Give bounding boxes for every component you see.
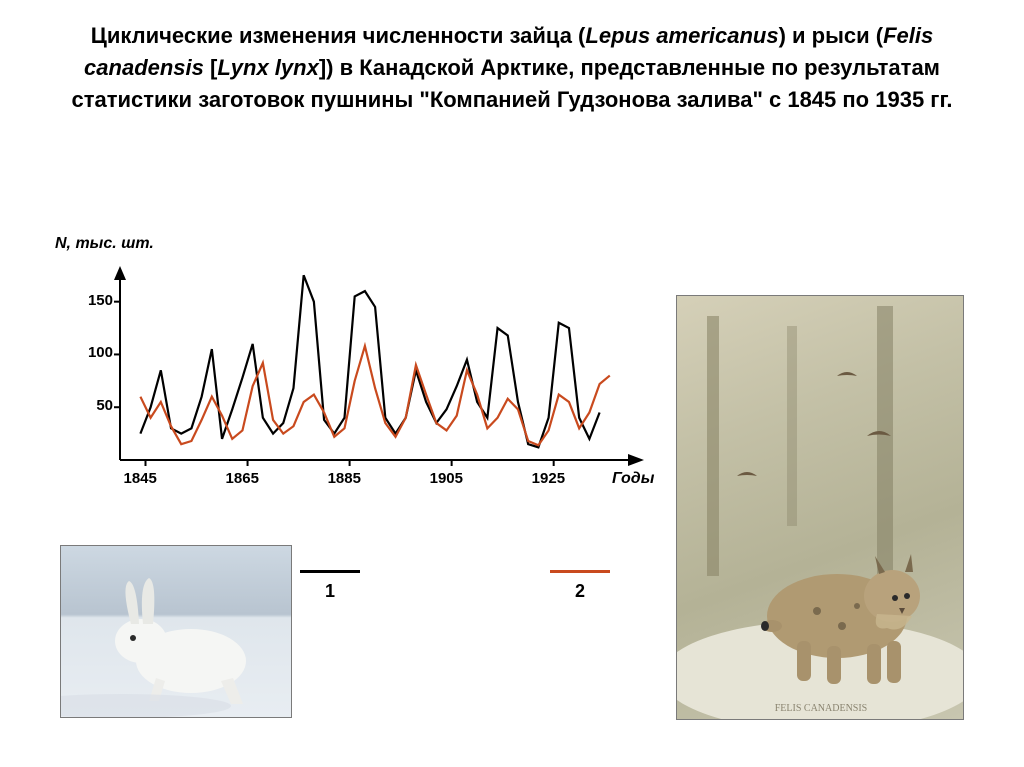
x-tick-label: 1925 xyxy=(532,470,565,487)
legend-item-1: 1 xyxy=(300,570,360,602)
hare-photo xyxy=(60,545,292,718)
title-italic-span: Lynx lynx xyxy=(217,55,318,80)
lynx-illustration: FELIS CANADENSIS xyxy=(676,295,964,720)
x-axis-label: Годы xyxy=(612,470,654,488)
title-span: Циклические изменения численности зайца … xyxy=(91,23,586,48)
y-tick-label: 150 xyxy=(75,292,113,309)
series-lynx xyxy=(140,346,609,445)
series-hare xyxy=(140,275,599,447)
x-tick-label: 1845 xyxy=(124,470,157,487)
x-tick-label: 1865 xyxy=(226,470,259,487)
legend-line-icon xyxy=(300,570,360,573)
x-tick-label: 1885 xyxy=(328,470,361,487)
y-tick-label: 100 xyxy=(75,344,113,361)
page-title: Циклические изменения численности зайца … xyxy=(50,20,974,116)
chart-legend: 12 xyxy=(300,570,640,630)
title-italic-span: Lepus americanus xyxy=(585,23,778,48)
y-tick-label: 50 xyxy=(75,397,113,414)
x-tick-label: 1905 xyxy=(430,470,463,487)
legend-label: 2 xyxy=(550,581,610,602)
title-span: ) и рыси ( xyxy=(779,23,884,48)
title-span: [ xyxy=(204,55,217,80)
legend-line-icon xyxy=(550,570,610,573)
lynx-caption: FELIS CANADENSIS xyxy=(775,703,868,714)
y-axis-label: N, тыс. шт. xyxy=(55,235,154,253)
legend-label: 1 xyxy=(300,581,360,602)
legend-item-2: 2 xyxy=(550,570,610,602)
